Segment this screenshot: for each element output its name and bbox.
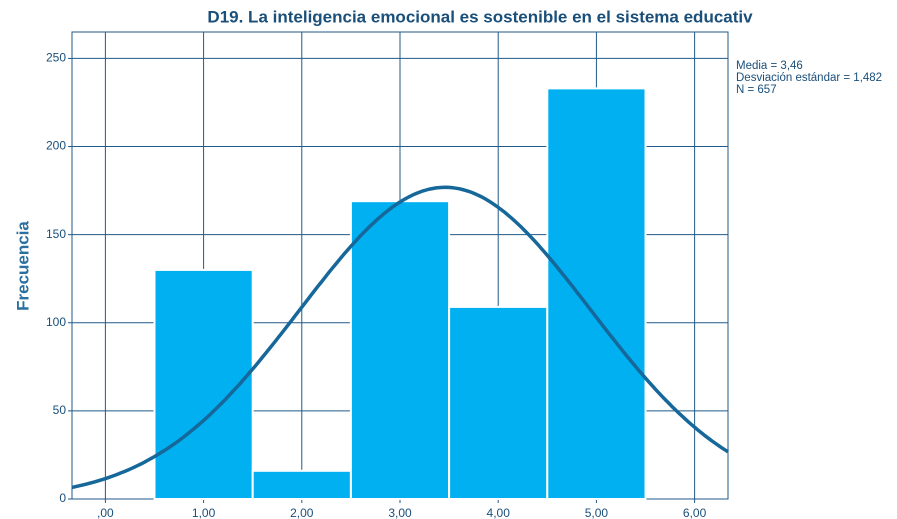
- y-tick-label: 200: [46, 139, 66, 153]
- bar: [546, 87, 647, 500]
- y-tick-label: 250: [46, 51, 66, 65]
- y-tick-label: 150: [46, 227, 66, 241]
- stats-label: Media = 3,46: [736, 60, 803, 72]
- bar: [251, 469, 352, 500]
- x-tick-label: 4,00: [487, 506, 511, 519]
- x-tick-label: 1,00: [192, 506, 216, 519]
- y-tick-label: 0: [59, 491, 66, 505]
- stats-label: Desviación estándar = 1,482: [736, 72, 882, 84]
- x-tick-label: 2,00: [290, 506, 314, 519]
- stats-label: N = 657: [736, 84, 777, 96]
- bar: [153, 268, 254, 501]
- x-tick-label: 3,00: [388, 506, 412, 519]
- x-tick-label: 6,00: [683, 506, 707, 519]
- x-tick-label: ,00: [97, 506, 114, 519]
- bar: [349, 200, 451, 500]
- chart-title: D19. La inteligencia emocional es sosten…: [207, 7, 753, 26]
- y-axis-label: Frecuencia: [13, 221, 32, 311]
- normal-curve: [71, 185, 729, 490]
- bar: [448, 305, 549, 500]
- x-tick-label: 5,00: [585, 506, 609, 519]
- y-tick-label: 50: [53, 403, 67, 417]
- y-tick-label: 100: [46, 315, 66, 329]
